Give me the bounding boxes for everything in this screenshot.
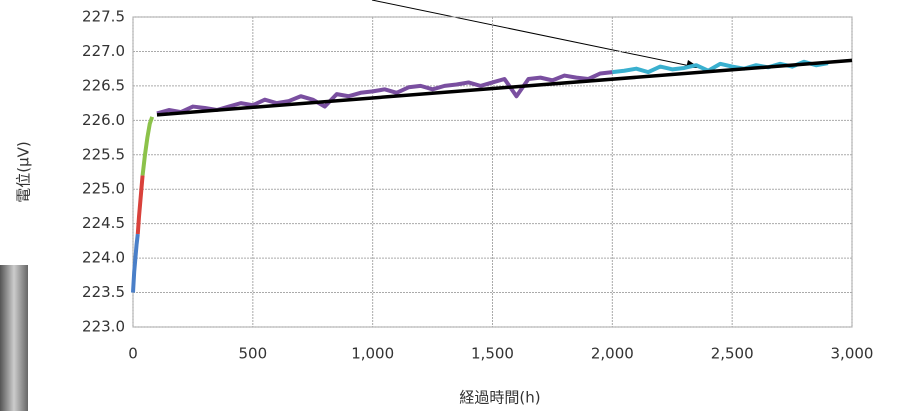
- x-tick-label: 0: [128, 345, 138, 363]
- y-tick-label: 225.5: [82, 145, 125, 163]
- photo-fragment: [0, 265, 28, 411]
- y-tick-label: 226.5: [82, 76, 125, 94]
- trend-line: [157, 60, 852, 114]
- y-tick-label: 224.5: [82, 214, 125, 232]
- y-tick-label: 227.0: [82, 42, 125, 60]
- x-tick-label: 3,000: [831, 345, 874, 363]
- x-tick-label: 1,500: [471, 345, 514, 363]
- data-line: [143, 117, 153, 176]
- y-tick-label: 224.0: [82, 249, 125, 267]
- y-tick-label: 226.0: [82, 111, 125, 129]
- x-tick-label: 1,000: [351, 345, 394, 363]
- page: {"chart_data":{"type":"line","x_label":"…: [0, 0, 900, 411]
- x-tick-label: 500: [239, 345, 268, 363]
- x-axis-label: 経過時間(h): [459, 389, 540, 407]
- y-tick-label: 223.5: [82, 283, 125, 301]
- y-axis-label: 電位(μV): [15, 141, 33, 203]
- x-tick-label: 2,000: [591, 345, 634, 363]
- y-tick-label: 223.0: [82, 318, 125, 336]
- y-tick-label: 227.5: [82, 8, 125, 26]
- y-tick-label: 225.0: [82, 180, 125, 198]
- data-line: [133, 234, 138, 293]
- x-tick-label: 2,500: [711, 345, 754, 363]
- data-line: [157, 72, 612, 113]
- chart: 経過時間(h) 電位(μV) 223.0 223.5 224.0 224.5 225.0…: [0, 0, 900, 411]
- annotation-arrow: [372, 0, 700, 68]
- data-line: [138, 175, 143, 234]
